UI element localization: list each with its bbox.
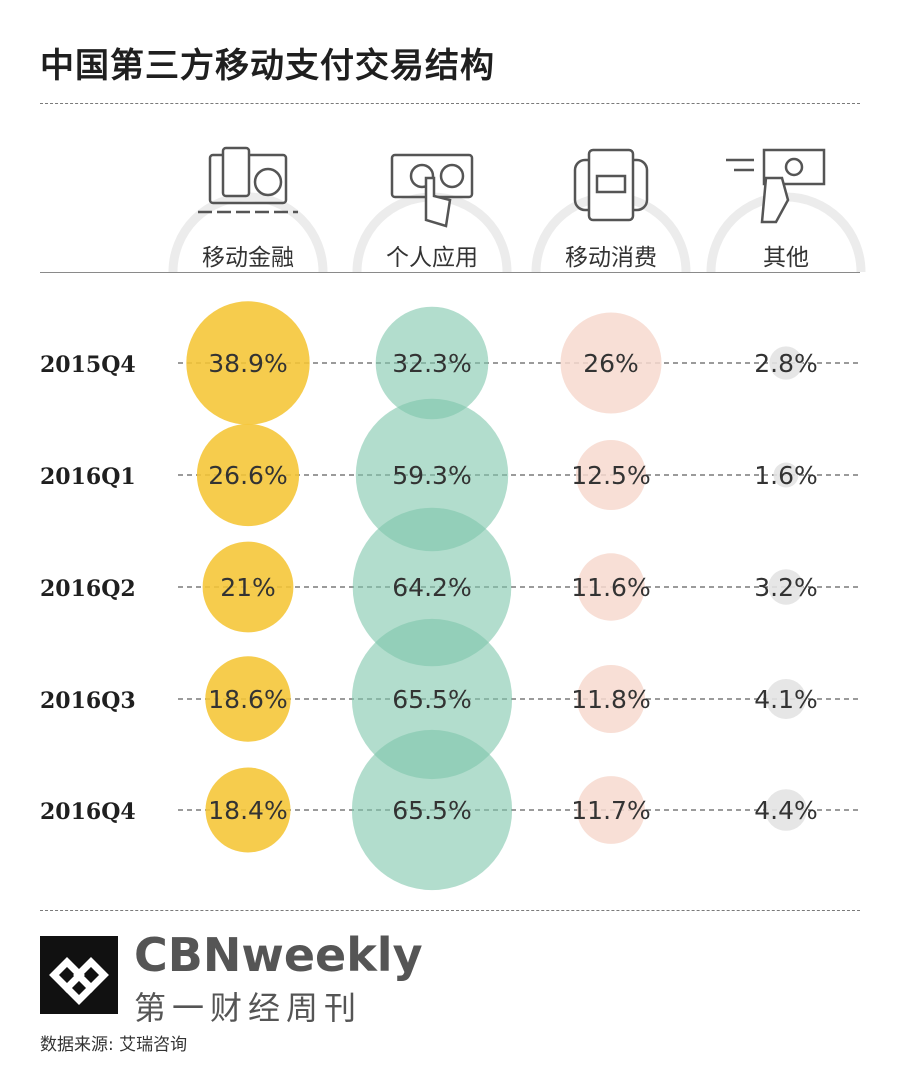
title-divider <box>40 103 860 104</box>
bubble <box>773 462 799 488</box>
data-label: 18.4% <box>208 796 287 825</box>
data-label: 64.2% <box>392 573 471 602</box>
bubble <box>766 679 806 719</box>
bubble <box>375 306 489 420</box>
bubble <box>205 656 291 742</box>
data-label: 11.7% <box>571 796 650 825</box>
data-label: 1.6% <box>754 461 818 490</box>
bubble-chart: 移动金融 个人应用 移动消费 其他 2015Q42016Q12016Q22016Q32… <box>40 146 866 891</box>
bubble <box>196 423 300 527</box>
cbn-logo-mark-icon <box>49 957 109 1005</box>
bubble <box>577 665 645 733</box>
page-title: 中国第三方移动支付交易结构 <box>40 46 495 86</box>
data-label: 38.9% <box>208 349 287 378</box>
data-label: 65.5% <box>392 685 471 714</box>
bubble <box>576 440 646 510</box>
data-label: 21% <box>220 573 276 602</box>
data-label: 4.4% <box>754 796 818 825</box>
bubble <box>355 398 509 552</box>
bubble <box>768 569 804 605</box>
data-label: 59.3% <box>392 461 471 490</box>
row-label: 2015Q4 <box>40 352 136 378</box>
bubble <box>351 729 513 891</box>
row-label: 2016Q3 <box>40 688 136 714</box>
bubble <box>352 507 512 667</box>
value-labels: 2015Q4 2016Q1 2016Q2 2016Q3 2016Q4 38.9% 32.3%… <box>40 349 818 825</box>
category-label: 移动金融 <box>202 245 294 271</box>
mobile-consumption-icon <box>573 148 649 222</box>
mobile-finance-icon <box>198 146 298 214</box>
bubble <box>769 346 803 380</box>
bubble <box>577 776 645 844</box>
personal-app-icon <box>390 153 474 228</box>
bubble <box>765 789 807 831</box>
row-label: 2016Q1 <box>40 464 136 490</box>
data-label: 11.8% <box>571 685 650 714</box>
row-label: 2016Q4 <box>40 799 136 825</box>
category-headers: 移动金融 个人应用 移动消费 其他 <box>168 146 866 272</box>
row-label: 2016Q2 <box>40 576 136 602</box>
row-guide-lines <box>178 362 860 811</box>
data-label: 4.1% <box>754 685 818 714</box>
bubble <box>560 312 662 414</box>
data-source: 数据来源: 艾瑞咨询 <box>40 1035 188 1055</box>
bubble <box>186 301 310 425</box>
brand-name-cn: 第一财经周刊 <box>134 989 363 1027</box>
bubble <box>351 618 513 780</box>
other-payment-icon <box>726 148 826 224</box>
bubble <box>202 541 294 633</box>
data-label: 65.5% <box>392 796 471 825</box>
category-label: 其他 <box>763 245 809 271</box>
bubble <box>577 553 645 621</box>
footer-divider <box>40 910 860 911</box>
header-baseline <box>40 272 860 273</box>
header-arc <box>168 192 328 272</box>
data-label: 3.2% <box>754 573 818 602</box>
data-label: 12.5% <box>571 461 650 490</box>
cbn-logo <box>40 936 118 1014</box>
data-label: 18.6% <box>208 685 287 714</box>
bubbles <box>186 301 807 891</box>
data-label: 32.3% <box>392 349 471 378</box>
data-label: 11.6% <box>571 573 650 602</box>
data-label: 26.6% <box>208 461 287 490</box>
data-label: 26% <box>583 349 639 378</box>
category-label: 移动消费 <box>565 245 657 271</box>
data-label: 2.8% <box>754 349 818 378</box>
category-label: 个人应用 <box>386 245 478 271</box>
brand-name-en: CBNweekly <box>134 928 423 982</box>
bubble <box>205 767 291 853</box>
